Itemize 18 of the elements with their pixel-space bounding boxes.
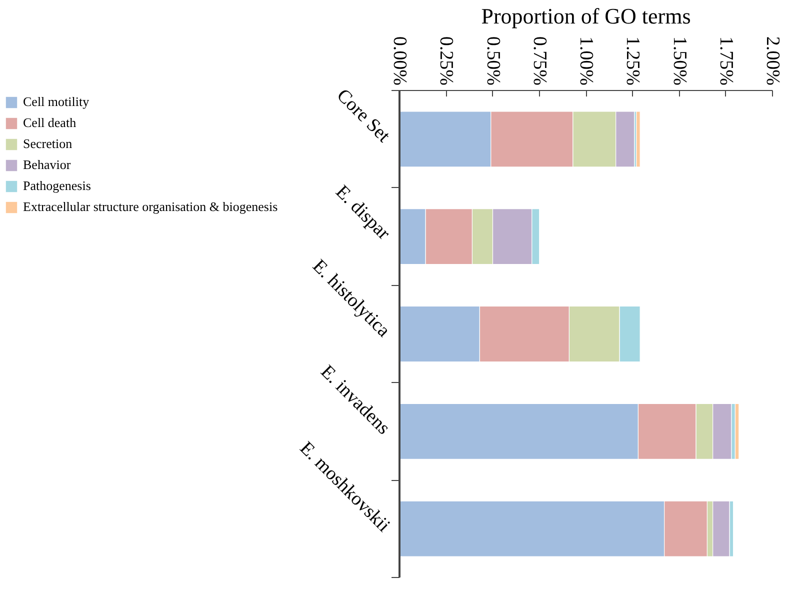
x-tick-label: 1.50% (668, 36, 690, 86)
legend-label: Secretion (23, 136, 72, 152)
legend-label: Cell death (23, 115, 76, 131)
legend-label: Extracellular structure organisation & biogenesis (23, 199, 278, 215)
legend-label: Behavior (23, 157, 71, 173)
x-tick-label: 0.75% (528, 36, 550, 86)
x-tick-label: 1.75% (715, 36, 736, 86)
x-tick-label: 0.00% (389, 36, 410, 86)
x-tick-label: 1.00% (576, 36, 596, 86)
x-tick-label: 1.25% (622, 36, 644, 86)
legend-label: Pathogenesis (23, 178, 91, 194)
x-tick-label: 0.50% (482, 36, 504, 86)
x-tick-label: 2.00% (762, 36, 783, 86)
x-tick-label: 0.25% (436, 36, 457, 86)
legend-label: Cell motility (23, 94, 90, 110)
x-axis-title: Proportion of GO terms (481, 3, 691, 28)
bar (734, 403, 740, 460)
y-tick-label: Core Set (332, 85, 394, 148)
